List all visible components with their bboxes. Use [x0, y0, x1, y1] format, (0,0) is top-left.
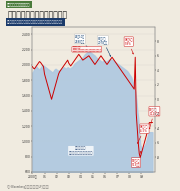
Text: 09年2月
913万台: 09年2月 913万台: [132, 151, 141, 167]
Text: 06年7月
2070万台: 06年7月 2070万台: [98, 36, 111, 56]
Text: 自動車販売台数
（年換算、季節調整済、左目盛）: 自動車販売台数 （年換算、季節調整済、左目盛）: [69, 146, 93, 155]
Text: 08年6月
5.8%: 08年6月 5.8%: [125, 37, 133, 54]
Text: 09年7月
1120万台: 09年7月 1120万台: [149, 107, 159, 129]
Text: 景気の先行きに不確実性: 景気の先行きに不確実性: [7, 3, 31, 7]
Text: 04年10月
2180万台: 04年10月 2180万台: [75, 34, 89, 49]
Text: (注) Bloombergのデータを基に三菱UFJ銀行作成: (注) Bloombergのデータを基に三菱UFJ銀行作成: [7, 185, 49, 189]
Text: 米国の自動車販売台数と小売り売上高（自動車・同部品を除く）の推移: 米国の自動車販売台数と小売り売上高（自動車・同部品を除く）の推移: [7, 20, 63, 24]
Text: 依然として厳しい米個人消費: 依然として厳しい米個人消費: [7, 11, 67, 19]
Text: 小売り売上高
（自動車・同部品を除く、前年同比、右目盛）: 小売り売上高 （自動車・同部品を除く、前年同比、右目盛）: [72, 47, 101, 52]
Text: 08年7月
-6.5%: 08年7月 -6.5%: [138, 124, 149, 143]
